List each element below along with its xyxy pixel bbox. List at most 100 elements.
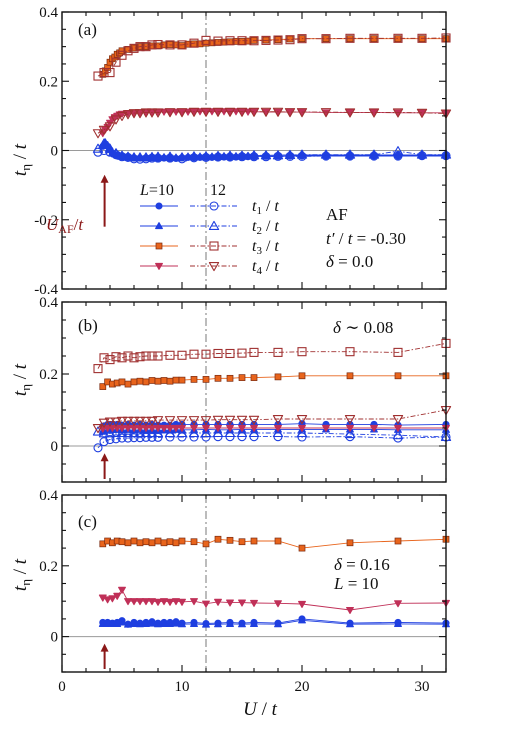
data-point-t3-L10 xyxy=(238,38,246,45)
data-point-t1-L12 xyxy=(111,434,121,444)
data-point-t4-L12 xyxy=(212,415,224,425)
series-line-t2-L12 xyxy=(97,431,447,438)
data-point-t2-L12 xyxy=(128,427,140,438)
data-point-t2-L10 xyxy=(226,619,234,627)
data-point-t4-L12 xyxy=(152,108,164,118)
data-point-t2-L12 xyxy=(140,152,152,162)
data-point-t3-L12 xyxy=(153,351,163,361)
data-point-t4-L12 xyxy=(296,108,308,118)
data-point-t4-L12 xyxy=(344,108,356,118)
data-point-t4-L12 xyxy=(344,415,356,425)
uaf-arrow-head xyxy=(100,453,109,462)
data-point-t4-L12 xyxy=(122,110,134,120)
data-point-t4-L10 xyxy=(214,598,222,606)
data-point-t3-L10 xyxy=(166,538,174,546)
y-tick-label: 0.2 xyxy=(39,74,58,90)
data-point-t4-L10 xyxy=(250,599,258,607)
y-tick-label: 0 xyxy=(51,630,59,646)
data-point-t3-L10 xyxy=(124,380,132,388)
data-point-t3-L12 xyxy=(345,347,355,357)
x-tick-label: 30 xyxy=(415,679,430,695)
y-tick-label: 0 xyxy=(51,439,59,455)
data-point-t3-L12 xyxy=(111,57,121,67)
data-point-t3-L12 xyxy=(297,34,307,44)
x-tick-label: 20 xyxy=(295,679,310,695)
data-point-t2-L12 xyxy=(152,427,164,438)
data-point-t2-L12 xyxy=(122,151,134,161)
data-point-t4-L12 xyxy=(224,415,236,425)
data-point-t4-L12 xyxy=(200,107,212,117)
data-point-t3-L10 xyxy=(136,377,144,385)
data-point-t3-L10 xyxy=(118,538,126,546)
data-point-t3-L12 xyxy=(237,348,247,358)
data-point-t2-L12 xyxy=(110,427,122,438)
data-point-t3-L10 xyxy=(166,377,174,385)
panel-b: 0.4 0.2 0 xyxy=(39,295,452,483)
data-point-t3-L10 xyxy=(226,536,234,544)
data-point-t4-L10 xyxy=(394,424,402,432)
data-point-t4-L12 xyxy=(140,108,152,118)
data-point-t3-L10 xyxy=(190,538,198,546)
data-point-t3-L10 xyxy=(226,374,234,382)
legend-label: t2 / t xyxy=(252,218,279,237)
data-point-t2-L10 xyxy=(142,619,150,627)
data-point-t4-L10 xyxy=(154,424,162,432)
data-point-t2-L12 xyxy=(368,149,380,159)
data-point-t3-L12 xyxy=(297,347,307,357)
data-point-t3-L12 xyxy=(345,33,355,43)
data-point-t4-L10 xyxy=(108,595,117,603)
data-point-t3-L12 xyxy=(213,36,223,46)
data-point-t4-L12 xyxy=(122,416,134,426)
data-point-t3-L10 xyxy=(130,378,138,386)
panel-a-label: (a) xyxy=(78,20,97,39)
data-point-t2-L12 xyxy=(116,427,128,438)
data-point-t4-L10 xyxy=(172,424,180,432)
data-point-t2-L12 xyxy=(92,426,104,436)
data-point-t3-L10 xyxy=(274,373,282,381)
data-point-t4-L12 xyxy=(176,416,188,426)
data-point-t2-L12 xyxy=(92,143,104,153)
data-point-t1-L12 xyxy=(105,434,115,445)
data-point-t4-L12 xyxy=(92,424,104,434)
data-point-t3-L12 xyxy=(123,351,133,361)
data-point-t4-L12 xyxy=(368,108,380,118)
data-point-t4-L12 xyxy=(134,109,146,119)
data-point-t2-L10 xyxy=(160,619,168,627)
data-point-t2-L12 xyxy=(200,427,212,438)
data-point-t3-L12 xyxy=(117,353,127,363)
data-point-t2-L10 xyxy=(184,152,192,160)
data-point-t3-L12 xyxy=(273,35,283,45)
data-point-t2-L12 xyxy=(224,427,236,438)
data-point-t4-L12 xyxy=(104,417,116,427)
data-point-t2-L10 xyxy=(148,619,156,627)
data-point-t3-L12 xyxy=(147,40,157,50)
data-point-t4-L12 xyxy=(116,111,128,122)
data-point-t3-L12 xyxy=(135,42,145,52)
y-tick-label: 0.4 xyxy=(39,5,58,21)
data-point-t3-L12 xyxy=(225,348,235,359)
series-line-t4-L10 xyxy=(102,427,446,430)
data-point-t4-L10 xyxy=(238,599,246,607)
data-point-t4-L12 xyxy=(296,415,308,425)
data-point-t3-L12 xyxy=(99,68,109,78)
data-point-t3-L12 xyxy=(393,33,403,43)
data-point-t3-L10 xyxy=(274,537,282,545)
data-point-t3-L10 xyxy=(154,537,162,545)
data-point-t2-L10 xyxy=(394,619,402,627)
data-point-t4-L10 xyxy=(103,596,112,604)
data-point-t2-L10 xyxy=(274,620,282,628)
data-point-t2-L12 xyxy=(212,150,224,161)
data-point-t2-L12 xyxy=(98,428,110,438)
data-point-t3-L10 xyxy=(286,35,294,43)
data-point-t4-L12 xyxy=(248,107,260,117)
data-point-t3-L10 xyxy=(202,540,210,548)
data-point-t1-L12 xyxy=(117,433,127,443)
data-point-t3-L10 xyxy=(214,374,222,382)
data-point-t4-L12 xyxy=(128,416,140,426)
data-point-t2-L12 xyxy=(146,151,158,162)
data-point-t2-L12 xyxy=(344,149,356,159)
data-point-t4-L12 xyxy=(164,416,176,426)
panel-c: 0 10 20 30 0.4 0.2 0 xyxy=(39,488,450,695)
data-point-t4-L12 xyxy=(188,416,200,426)
data-point-t3-L12 xyxy=(165,350,175,360)
